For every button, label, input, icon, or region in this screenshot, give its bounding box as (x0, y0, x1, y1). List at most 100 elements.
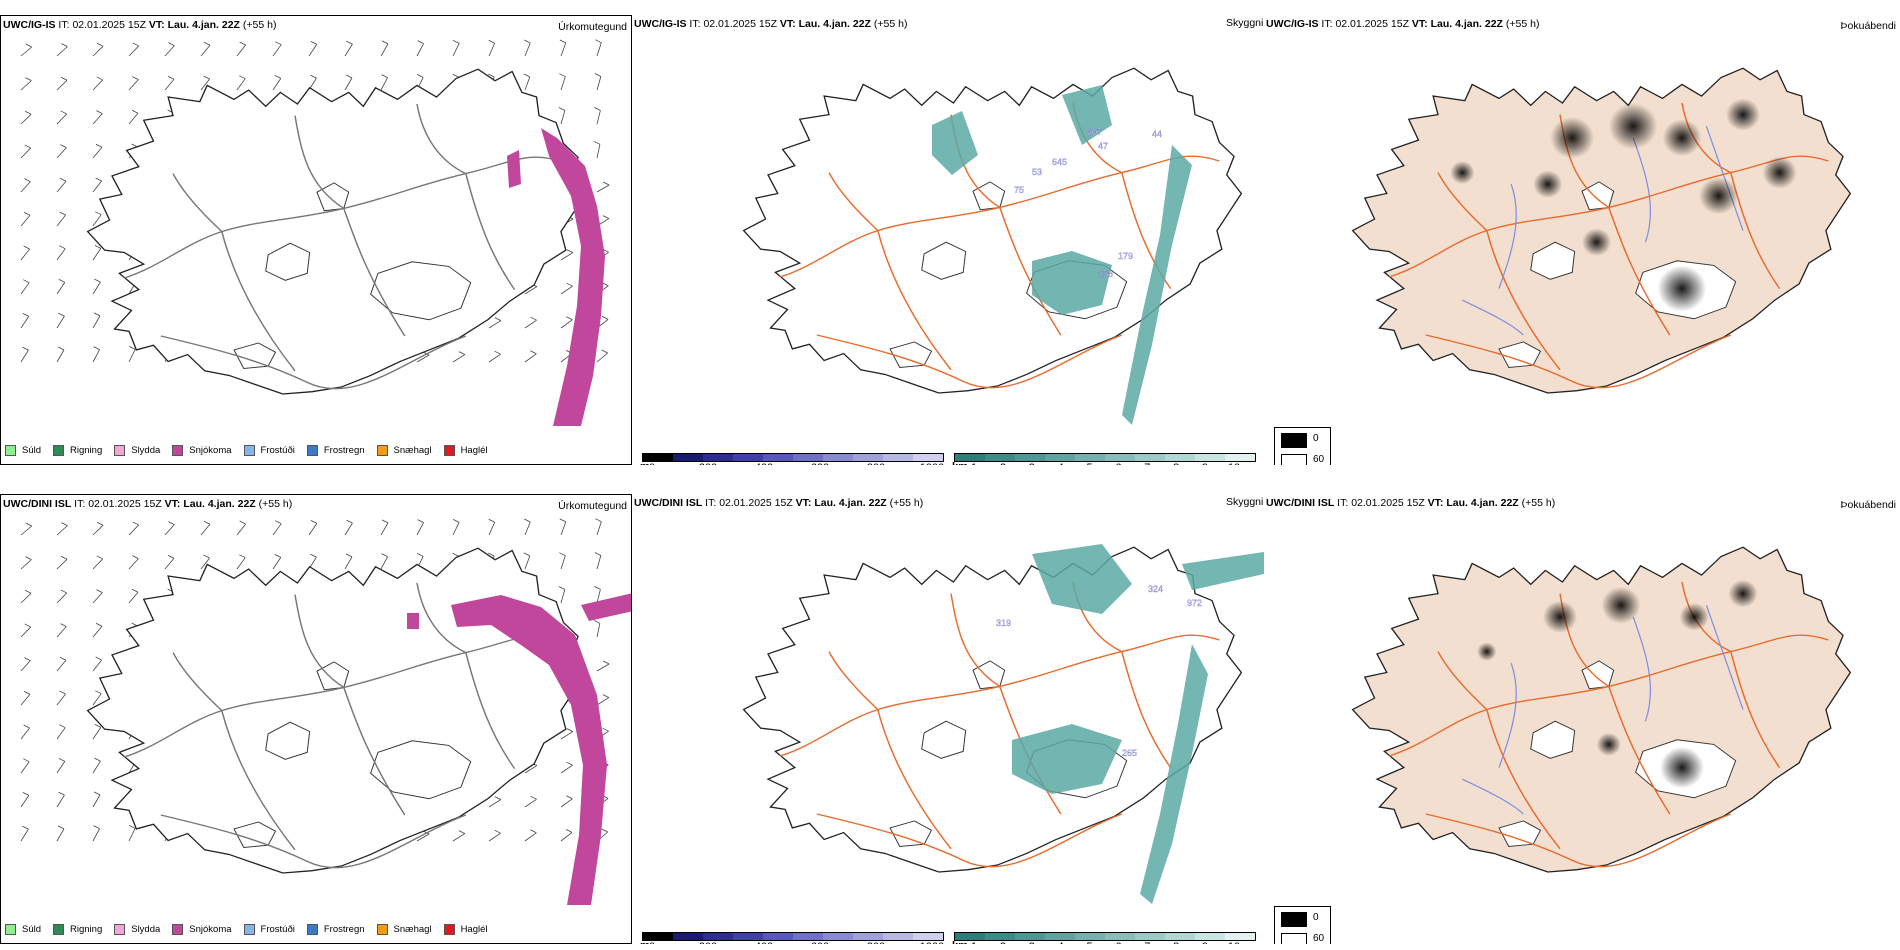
colorbar-tick-label: 1 (971, 941, 977, 944)
wind-barb-flag (310, 74, 317, 79)
wind-barb (56, 592, 68, 604)
legend-swatch (443, 924, 455, 935)
valid-time-label: VT: (795, 497, 812, 509)
model-name: UWC/DINI ISL (1266, 497, 1335, 509)
colorbar-cell (913, 933, 943, 940)
wind-barb (20, 761, 30, 774)
wind-barb-flag (60, 76, 68, 81)
wind-barb (380, 556, 388, 570)
wind-barb-flag (95, 177, 102, 182)
wind-barb (596, 663, 610, 672)
wind-barb (92, 794, 101, 808)
colorbar-cell (1075, 933, 1105, 940)
visibility-bar: 1 2 3 4 5 6 7 8 9 10 km (952, 453, 1256, 465)
wind-barb (56, 626, 67, 638)
wind-barb-flag (452, 73, 459, 78)
wind-barb-flag (494, 350, 501, 355)
colorbar-tick-label: 1000 (920, 941, 944, 944)
wind-barb (524, 765, 538, 774)
wind-barb (20, 559, 32, 570)
wind-barb (380, 522, 389, 536)
colorbar-cell (643, 933, 673, 940)
fog-cluster (1657, 265, 1707, 312)
wind-barb-flag (601, 828, 608, 833)
legend-label: Frostregn (323, 445, 365, 456)
glacier-outline (972, 660, 1006, 690)
wind-barb (56, 525, 68, 536)
colorbar-cell (955, 933, 985, 940)
wind-barb-flag (381, 553, 388, 557)
legend-swatch (306, 924, 318, 935)
wind-barb (92, 693, 102, 706)
fog-index-panel: UWC/IG-IS IT: 02.01.2025 15Z VT: Lau. 4.… (1264, 15, 1900, 465)
wind-barb (344, 77, 353, 91)
wind-barb (200, 524, 211, 536)
wind-barb-flag (23, 245, 30, 250)
wind-barb (524, 798, 537, 808)
legend-item: Frostregn (306, 924, 365, 935)
wind-barb (596, 144, 601, 159)
colorbar-cell (853, 454, 883, 461)
wind-barb-flag (95, 143, 103, 148)
fog-index-panel: UWC/DINI ISL IT: 02.01.2025 15Z VT: Lau.… (1264, 494, 1900, 944)
wind-barb (20, 80, 32, 91)
colorbar-unit: km (952, 940, 968, 944)
wind-barb-flag (59, 211, 66, 216)
precip-map (20, 518, 631, 905)
wind-barb-flag (25, 522, 32, 527)
wind-barb-flag (24, 110, 32, 115)
colorbar-tick-label: 1000 (920, 462, 944, 465)
wind-barb-flag (594, 107, 601, 111)
colorbar-cell (883, 454, 913, 461)
wind-barb-flag (602, 181, 610, 186)
wind-barb (416, 354, 430, 363)
init-time-value: 02.01.2025 15Z (1351, 497, 1425, 509)
colorbar-cell (823, 454, 853, 461)
wind-barb-flag (95, 211, 102, 216)
colorbar-cell (1015, 933, 1045, 940)
colorbar-tick-label: 9 (1202, 941, 1208, 944)
wind-barb-flag (593, 140, 601, 145)
wind-barb (560, 832, 573, 842)
wind-barb-flag (565, 829, 573, 833)
wind-barb (596, 352, 608, 363)
wind-barb (560, 285, 573, 295)
fog-cluster (1728, 579, 1758, 608)
visibility-bar: 1 2 3 4 5 6 7 8 9 10 km (952, 932, 1256, 944)
colorbar-tick-label: 7 (1144, 462, 1150, 465)
wind-barb-flag (559, 39, 566, 44)
wind-barb (56, 828, 65, 842)
fog-legend-label: 0 (1313, 912, 1319, 923)
colorbar-tick-label: 2 (1000, 941, 1006, 944)
valid-time-label: VT: (779, 18, 796, 30)
wind-barb-flag (25, 77, 32, 81)
valid-time-value: Lau. 4.jan. 22Z (167, 19, 240, 31)
fog-cluster (1477, 642, 1497, 661)
wind-barb (92, 281, 101, 295)
wind-barb (164, 524, 175, 536)
colorbar-cell (1135, 454, 1165, 461)
visibility-panel: 324 972 319 265 UWC/DINI ISL IT: 02.01.2025 … (632, 494, 1264, 944)
wind-barb-flag (530, 350, 537, 355)
precip-type-legend: Súld Rigning Slydda Snjókoma Frostúði Frostre… (5, 924, 500, 935)
wind-barb (128, 349, 136, 363)
wind-barb (560, 42, 567, 57)
colorbar-tick-label: 10 (1228, 462, 1240, 465)
wind-barb (128, 524, 140, 536)
valid-time-value: Lau. 4.jan. 22Z (798, 18, 871, 30)
iceland-map (86, 547, 587, 874)
init-time-value: 02.01.2025 15Z (1335, 18, 1409, 30)
fog-cluster (1450, 161, 1475, 185)
wind-barb-flag (602, 727, 609, 732)
wind-barb-flag (95, 656, 102, 661)
colorbar-cell (1015, 454, 1045, 461)
wind-barb-flag (94, 278, 101, 283)
wind-barb (524, 286, 538, 295)
wind-barb (596, 555, 602, 570)
wind-barb-flag (23, 211, 31, 216)
wind-barb (524, 319, 537, 329)
snow-area (507, 128, 605, 426)
colorbar-tick-label: 1 (971, 462, 977, 465)
wind-barb-flag (494, 796, 502, 800)
wind-barb (92, 248, 102, 261)
